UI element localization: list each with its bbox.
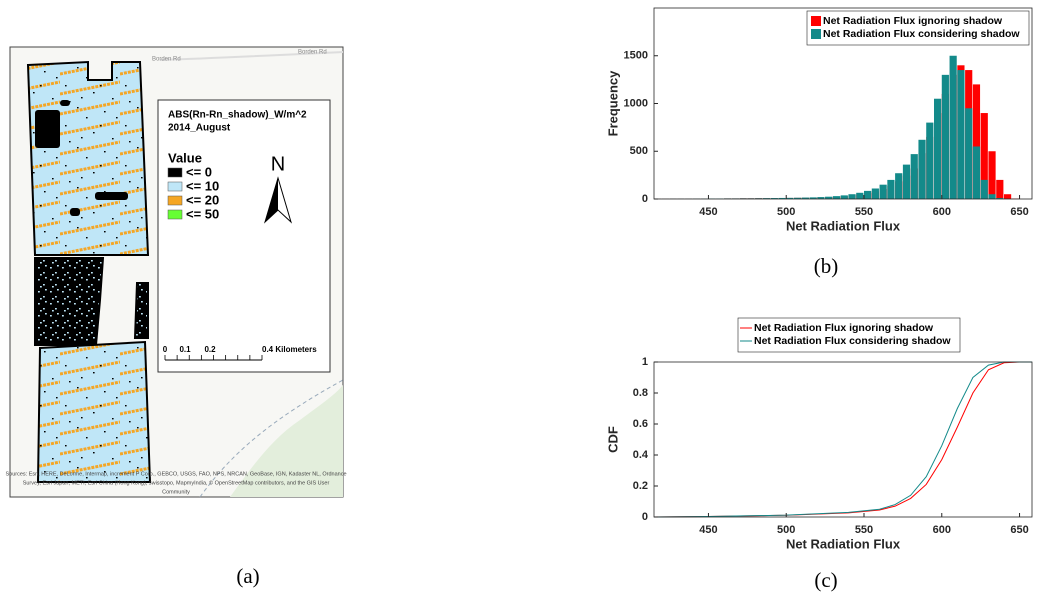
legend-swatch	[811, 16, 821, 26]
x-tick-label: 600	[933, 206, 951, 218]
attribution: Sources: Esri, HERE, DeLorme, Intermap, …	[5, 471, 346, 477]
x-tick-label: 500	[777, 206, 795, 218]
x-tick-label: 650	[1010, 524, 1028, 536]
histogram-bar	[988, 194, 995, 199]
histogram-bar	[957, 70, 964, 199]
x-tick-label: 450	[699, 206, 717, 218]
x-tick-label: 500	[777, 524, 795, 536]
map-legend-swatch	[168, 210, 182, 219]
scale-label: 0	[163, 345, 168, 354]
road-label: Borden Rd	[298, 50, 327, 56]
y-axis-label: CDF	[605, 426, 620, 453]
field	[28, 62, 148, 255]
y-tick-label: 0.2	[633, 480, 648, 492]
histogram-bar	[981, 180, 988, 199]
caption: (a)	[236, 564, 259, 588]
shadow-patch	[60, 100, 70, 106]
histogram-bar	[918, 140, 925, 199]
attribution: Survey, Esri Japan, METI, Esri China (Ho…	[23, 479, 330, 486]
y-tick-label: 0.8	[633, 387, 648, 399]
shadow-patch	[95, 192, 128, 200]
histogram-bar	[934, 99, 941, 199]
legend-swatch	[811, 29, 821, 39]
histogram-bar	[841, 195, 848, 199]
histogram-bar	[988, 151, 995, 199]
y-tick-label: 1	[642, 356, 648, 368]
caption: (b)	[814, 254, 839, 278]
map-legend-label: <= 20	[186, 192, 219, 207]
page: { "map": { "roads": ["Borden Rd", "Borde…	[0, 0, 1046, 596]
scale-label: 0.1	[179, 345, 191, 354]
histogram-bar	[926, 123, 933, 199]
map-legend-label: <= 10	[186, 178, 219, 193]
shadow-patch	[35, 110, 60, 148]
figure: Borden Rd Borden Rd ABS(Rn-Rn_shadow)_W/m^…	[0, 0, 1046, 596]
attribution: Community	[162, 489, 190, 495]
y-tick-label: 0.6	[633, 418, 648, 430]
x-tick-label: 450	[699, 524, 717, 536]
legend-label: Net Radiation Flux ignoring shadow	[754, 322, 934, 334]
histogram-bar	[872, 188, 879, 199]
north-label: N	[271, 153, 285, 175]
legend-label: Net Radiation Flux considering shadow	[754, 335, 951, 347]
histogram-bar	[1004, 194, 1011, 199]
histogram-bar	[911, 154, 918, 199]
x-tick-label: 600	[933, 524, 951, 536]
x-axis-label: Net Radiation Flux	[786, 536, 901, 551]
caption: (c)	[814, 568, 837, 592]
histogram-bar	[848, 194, 855, 199]
histogram-bar	[864, 191, 871, 199]
histogram-bar	[965, 108, 972, 199]
map-legend-subtitle: 2014_August	[168, 123, 231, 134]
field	[35, 258, 103, 345]
x-tick-label: 550	[855, 206, 873, 218]
x-axis-label: Net Radiation Flux	[786, 218, 901, 233]
y-tick-label: 500	[630, 145, 648, 157]
x-tick-label: 650	[1010, 206, 1028, 218]
histogram-bar	[973, 146, 980, 199]
scale-label: 0.4 Kilometers	[262, 345, 317, 354]
histogram-bar	[996, 180, 1003, 199]
shadow-patch	[70, 208, 80, 216]
map-legend-swatch	[168, 168, 182, 177]
map-legend-box	[158, 100, 330, 372]
histogram-bar	[903, 165, 910, 199]
histogram-bar	[942, 75, 949, 199]
map-legend-swatch	[168, 182, 182, 191]
plot-area	[654, 362, 1032, 517]
y-tick-label: 0.4	[633, 449, 649, 461]
histogram-bar	[895, 173, 902, 199]
y-tick-label: 0	[642, 511, 648, 523]
histogram-bar	[856, 193, 863, 199]
y-tick-label: 1000	[624, 97, 648, 109]
scale-label: 0.2	[204, 345, 216, 354]
field	[38, 342, 150, 482]
y-tick-label: 0	[642, 193, 648, 205]
y-tick-label: 1500	[624, 50, 648, 62]
map-legend-title: ABS(Rn-Rn_shadow)_W/m^2	[168, 110, 307, 121]
legend-label: Net Radiation Flux ignoring shadow	[823, 15, 1003, 27]
legend-label: Net Radiation Flux considering shadow	[823, 28, 1020, 40]
map-legend-label: <= 50	[186, 206, 219, 221]
histogram-bar	[833, 196, 840, 199]
x-tick-label: 550	[855, 524, 873, 536]
field	[135, 283, 148, 338]
y-axis-label: Frequency	[605, 70, 620, 137]
histogram-bar	[887, 180, 894, 199]
map-legend-swatch	[168, 196, 182, 205]
histogram-bar	[880, 185, 887, 199]
map-legend-heading: Value	[168, 150, 202, 165]
road-label: Borden Rd	[152, 57, 181, 63]
map-legend-label: <= 0	[186, 164, 212, 179]
histogram-bar	[950, 56, 957, 199]
